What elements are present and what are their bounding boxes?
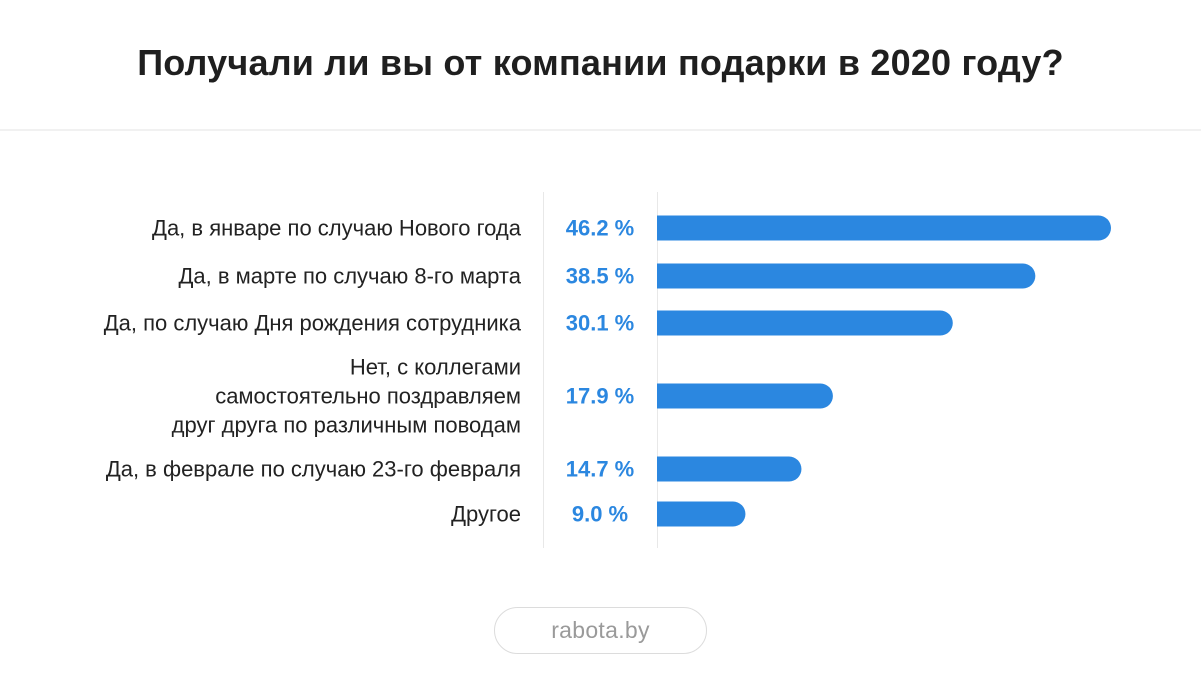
bar bbox=[657, 501, 746, 527]
value-label: 46.2 % bbox=[566, 216, 635, 241]
category-label-line: Нет, с коллегами bbox=[350, 355, 521, 380]
category-label: Другое bbox=[451, 502, 521, 527]
category-label: Да, в феврале по случаю 23-го февраля bbox=[106, 457, 521, 482]
brand-badge[interactable]: rabota.by bbox=[494, 607, 707, 654]
category-label-line: Другое bbox=[451, 502, 521, 527]
category-label: Да, по случаю Дня рождения сотрудника bbox=[104, 311, 522, 336]
value-label: 9.0 % bbox=[572, 502, 628, 527]
category-label-line: друг друга по различным поводам bbox=[172, 413, 521, 438]
bar-chart: Да, в январе по случаю Нового года 46.2 %… bbox=[104, 192, 1111, 548]
category-label: Нет, с коллегами самостоятельно поздравля… bbox=[172, 355, 521, 438]
category-label-line: Да, в феврале по случаю 23-го февраля bbox=[106, 457, 521, 482]
bar bbox=[657, 383, 833, 409]
value-label: 30.1 % bbox=[566, 311, 635, 336]
category-label-line: самостоятельно поздравляем bbox=[215, 384, 521, 409]
bar bbox=[657, 263, 1036, 289]
category-label-line: Да, в январе по случаю Нового года bbox=[152, 216, 522, 241]
header: Получали ли вы от компании подарки в 202… bbox=[0, 0, 1201, 131]
value-label: 14.7 % bbox=[566, 457, 635, 482]
bar bbox=[657, 456, 802, 482]
chart-title: Получали ли вы от компании подарки в 202… bbox=[137, 42, 1064, 83]
value-label: 17.9 % bbox=[566, 384, 635, 409]
bar bbox=[657, 310, 953, 336]
bar bbox=[657, 215, 1111, 241]
value-label: 38.5 % bbox=[566, 264, 635, 289]
category-label: Да, в марте по случаю 8-го марта bbox=[179, 264, 522, 289]
category-label: Да, в январе по случаю Нового года bbox=[152, 216, 522, 241]
category-label-line: Да, в марте по случаю 8-го марта bbox=[179, 264, 522, 289]
category-label-line: Да, по случаю Дня рождения сотрудника bbox=[104, 311, 522, 336]
